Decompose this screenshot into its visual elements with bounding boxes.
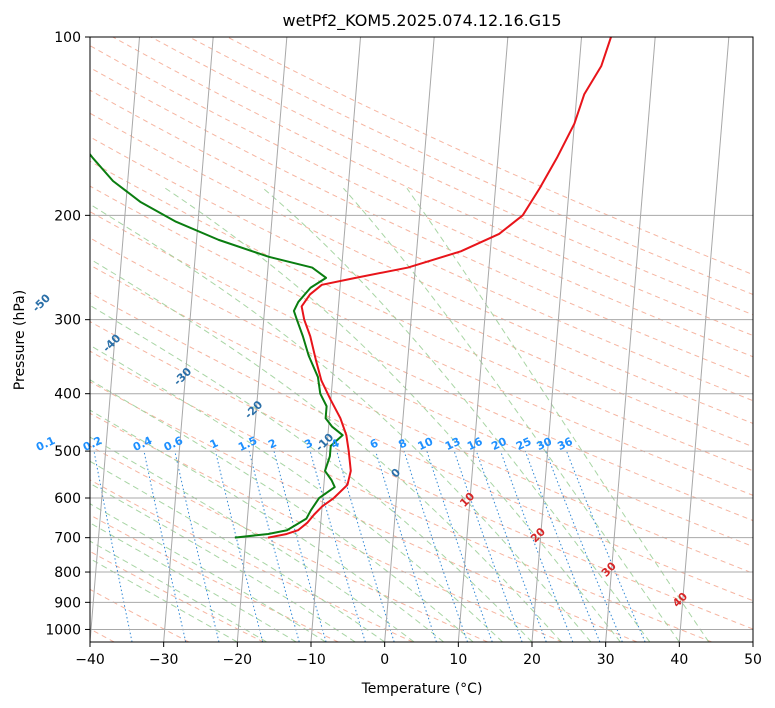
isotherm-line (605, 37, 656, 642)
mixing-ratio-line (426, 450, 493, 642)
y-tick-label: 900 (54, 595, 81, 611)
moist-adiabat (90, 482, 356, 642)
x-tick-label: −10 (296, 652, 326, 668)
x-tick-label: 0 (380, 652, 389, 668)
dry-adiabat (90, 445, 488, 642)
mixing-ratio-label: 25 (514, 435, 533, 453)
x-tick-label: −40 (75, 652, 105, 668)
mixing-ratio-label: 10 (416, 435, 436, 453)
dry-adiabat (188, 37, 753, 296)
moist-adiabat (90, 304, 533, 642)
moist-adiabat (90, 436, 415, 642)
moist-adiabat (90, 409, 444, 642)
isotherm-line (310, 37, 362, 642)
dry-adiabat (90, 321, 753, 630)
mixing-ratio-line (174, 450, 220, 642)
isotherm-line (457, 37, 509, 642)
y-tick-label: 1000 (45, 622, 81, 638)
mixing-ratio-line (500, 450, 574, 642)
x-tick-label: 40 (670, 652, 688, 668)
x-tick-label: −20 (223, 652, 253, 668)
mixing-ratio-line (93, 451, 133, 642)
mixing-ratio-line (143, 450, 187, 642)
x-tick-label: 20 (523, 652, 541, 668)
x-tick-label: 30 (597, 652, 615, 668)
moist-adiabat (165, 187, 621, 642)
x-tick-label: −30 (149, 652, 179, 668)
dry-adiabat (90, 211, 753, 522)
isotherm-line (90, 37, 141, 642)
moist-adiabat (343, 187, 680, 642)
isotherm-line (384, 37, 435, 642)
mixing-ratio-label: 20 (489, 435, 509, 453)
sounding-profiles (90, 37, 612, 539)
mixing-ratio-line (524, 450, 601, 642)
y-tick-label: 800 (54, 565, 81, 581)
moist-adiabat (90, 344, 503, 642)
x-axis: −40 −30 −20 −10 0 10 20 30 40 50 (75, 642, 762, 668)
y-tick-label: 100 (54, 30, 81, 46)
dry-adiabat (90, 89, 753, 402)
dry-adiabat (90, 45, 753, 358)
moist-adiabat (90, 522, 297, 642)
mixing-ratio-line (403, 450, 468, 642)
isotherm-line (531, 37, 583, 642)
moist-adiabat (90, 503, 326, 642)
y-tick-label: 200 (54, 208, 81, 224)
background-lines (90, 37, 753, 642)
dry-adiabat (90, 112, 753, 424)
mixing-ratio-label: 36 (555, 435, 575, 453)
mixing-ratio-line (214, 450, 264, 642)
x-tick-label: 50 (744, 652, 762, 668)
dry-adiabat (90, 550, 264, 642)
dry-adiabat (90, 381, 638, 642)
dry-adiabat (90, 292, 753, 602)
isotherm-line (163, 37, 214, 642)
mixing-ratio-label: 16 (465, 435, 485, 453)
y-tick-label: 700 (54, 531, 81, 547)
mixing-ratio-line (248, 450, 300, 642)
mixing-ratio-label: 30 (535, 435, 555, 453)
isotherm-label: -50 (30, 291, 53, 314)
x-axis-label: Temperature (°C) (361, 681, 483, 697)
y-tick-label: 600 (54, 491, 81, 507)
temperature-profile (267, 37, 612, 539)
dewpoint-profile (90, 152, 344, 539)
isotherm-line (236, 37, 288, 642)
mixing-ratio-line (309, 450, 366, 642)
y-axis: 100 200 300 400 500 600 700 800 900 1000 (45, 30, 90, 638)
mixing-ratio-line (273, 450, 327, 642)
mixing-ratio-line (545, 450, 623, 642)
y-tick-label: 400 (54, 387, 81, 403)
dry-adiabat (150, 37, 753, 316)
mixing-ratio-line (453, 450, 523, 642)
x-tick-label: 10 (449, 652, 467, 668)
mixing-ratio-line (475, 450, 547, 642)
plot-frame (89, 36, 754, 643)
y-axis-label: Pressure (hPa) (12, 290, 28, 390)
y-tick-label: 300 (54, 313, 81, 329)
y-tick-label: 500 (54, 444, 81, 460)
dry-adiabat (90, 350, 712, 642)
isotherm-line (752, 635, 753, 642)
mixing-ratio-line (375, 450, 437, 642)
moist-adiabat (262, 187, 651, 642)
moist-adiabat (90, 258, 562, 642)
mixing-ratio-label: 13 (443, 435, 462, 453)
isotherm-line (678, 37, 730, 642)
plot-background (90, 37, 753, 642)
chart-title: wetPf2_KOM5.2025.074.12.16.G15 (282, 11, 561, 31)
